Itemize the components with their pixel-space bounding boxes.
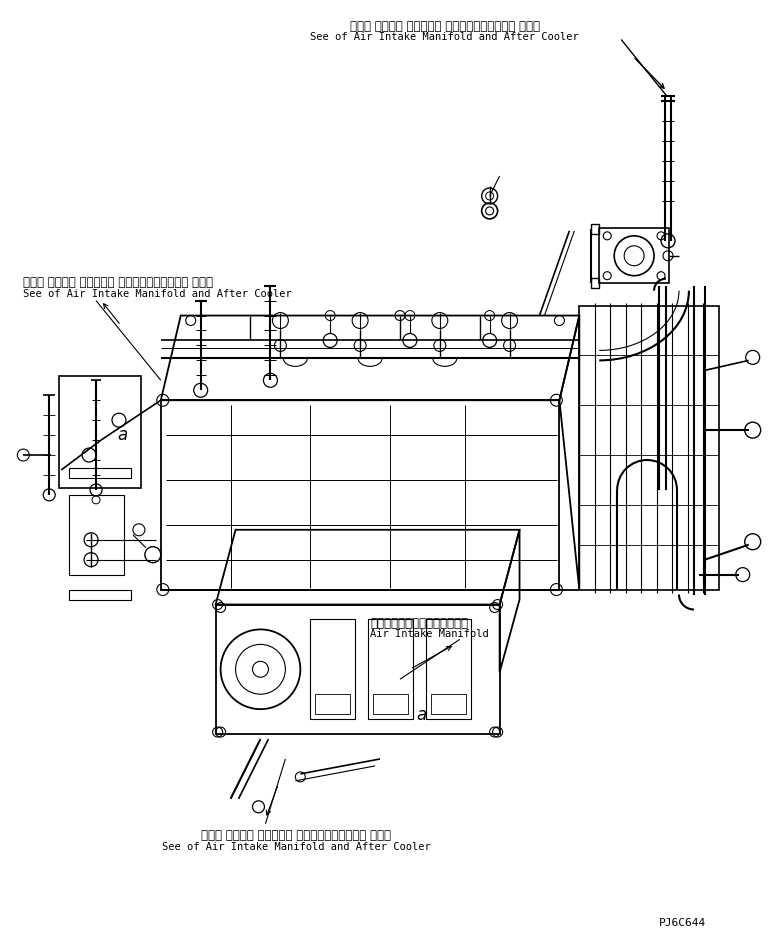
Bar bbox=[591, 224, 599, 234]
Bar bbox=[368, 620, 413, 719]
Bar bbox=[70, 495, 124, 575]
Text: See of Air Intake Manifold and After Cooler: See of Air Intake Manifold and After Coo… bbox=[23, 288, 292, 299]
Text: エアー インテー クマニホー ルドおよびアフタクー ラ参照: エアー インテー クマニホー ルドおよびアフタクー ラ参照 bbox=[201, 828, 391, 841]
Bar bbox=[373, 695, 408, 714]
Bar bbox=[599, 227, 669, 283]
Bar bbox=[591, 278, 599, 287]
Text: a: a bbox=[416, 706, 426, 724]
Text: a: a bbox=[117, 427, 127, 445]
Text: See of Air Intake Manifold and After Cooler: See of Air Intake Manifold and After Coo… bbox=[310, 32, 580, 41]
Text: エアー インテー クマニホー ルドおよびアフタクー ラ参照: エアー インテー クマニホー ルドおよびアフタクー ラ参照 bbox=[350, 20, 540, 33]
Text: エアー インテー クマニホー ルドおよびアフタクー ラ参照: エアー インテー クマニホー ルドおよびアフタクー ラ参照 bbox=[23, 276, 213, 288]
Bar bbox=[70, 590, 131, 600]
Bar bbox=[310, 620, 355, 719]
Bar bbox=[59, 376, 141, 488]
Bar bbox=[316, 695, 350, 714]
Text: Air Intake Manifold: Air Intake Manifold bbox=[370, 629, 489, 639]
Text: エアーインテークマニホールド: エアーインテークマニホールド bbox=[370, 618, 468, 631]
Bar bbox=[431, 695, 465, 714]
Text: PJ6C644: PJ6C644 bbox=[658, 918, 706, 929]
Text: See of Air Intake Manifold and After Cooler: See of Air Intake Manifold and After Coo… bbox=[162, 841, 430, 852]
Bar bbox=[70, 468, 131, 478]
Bar bbox=[426, 620, 471, 719]
